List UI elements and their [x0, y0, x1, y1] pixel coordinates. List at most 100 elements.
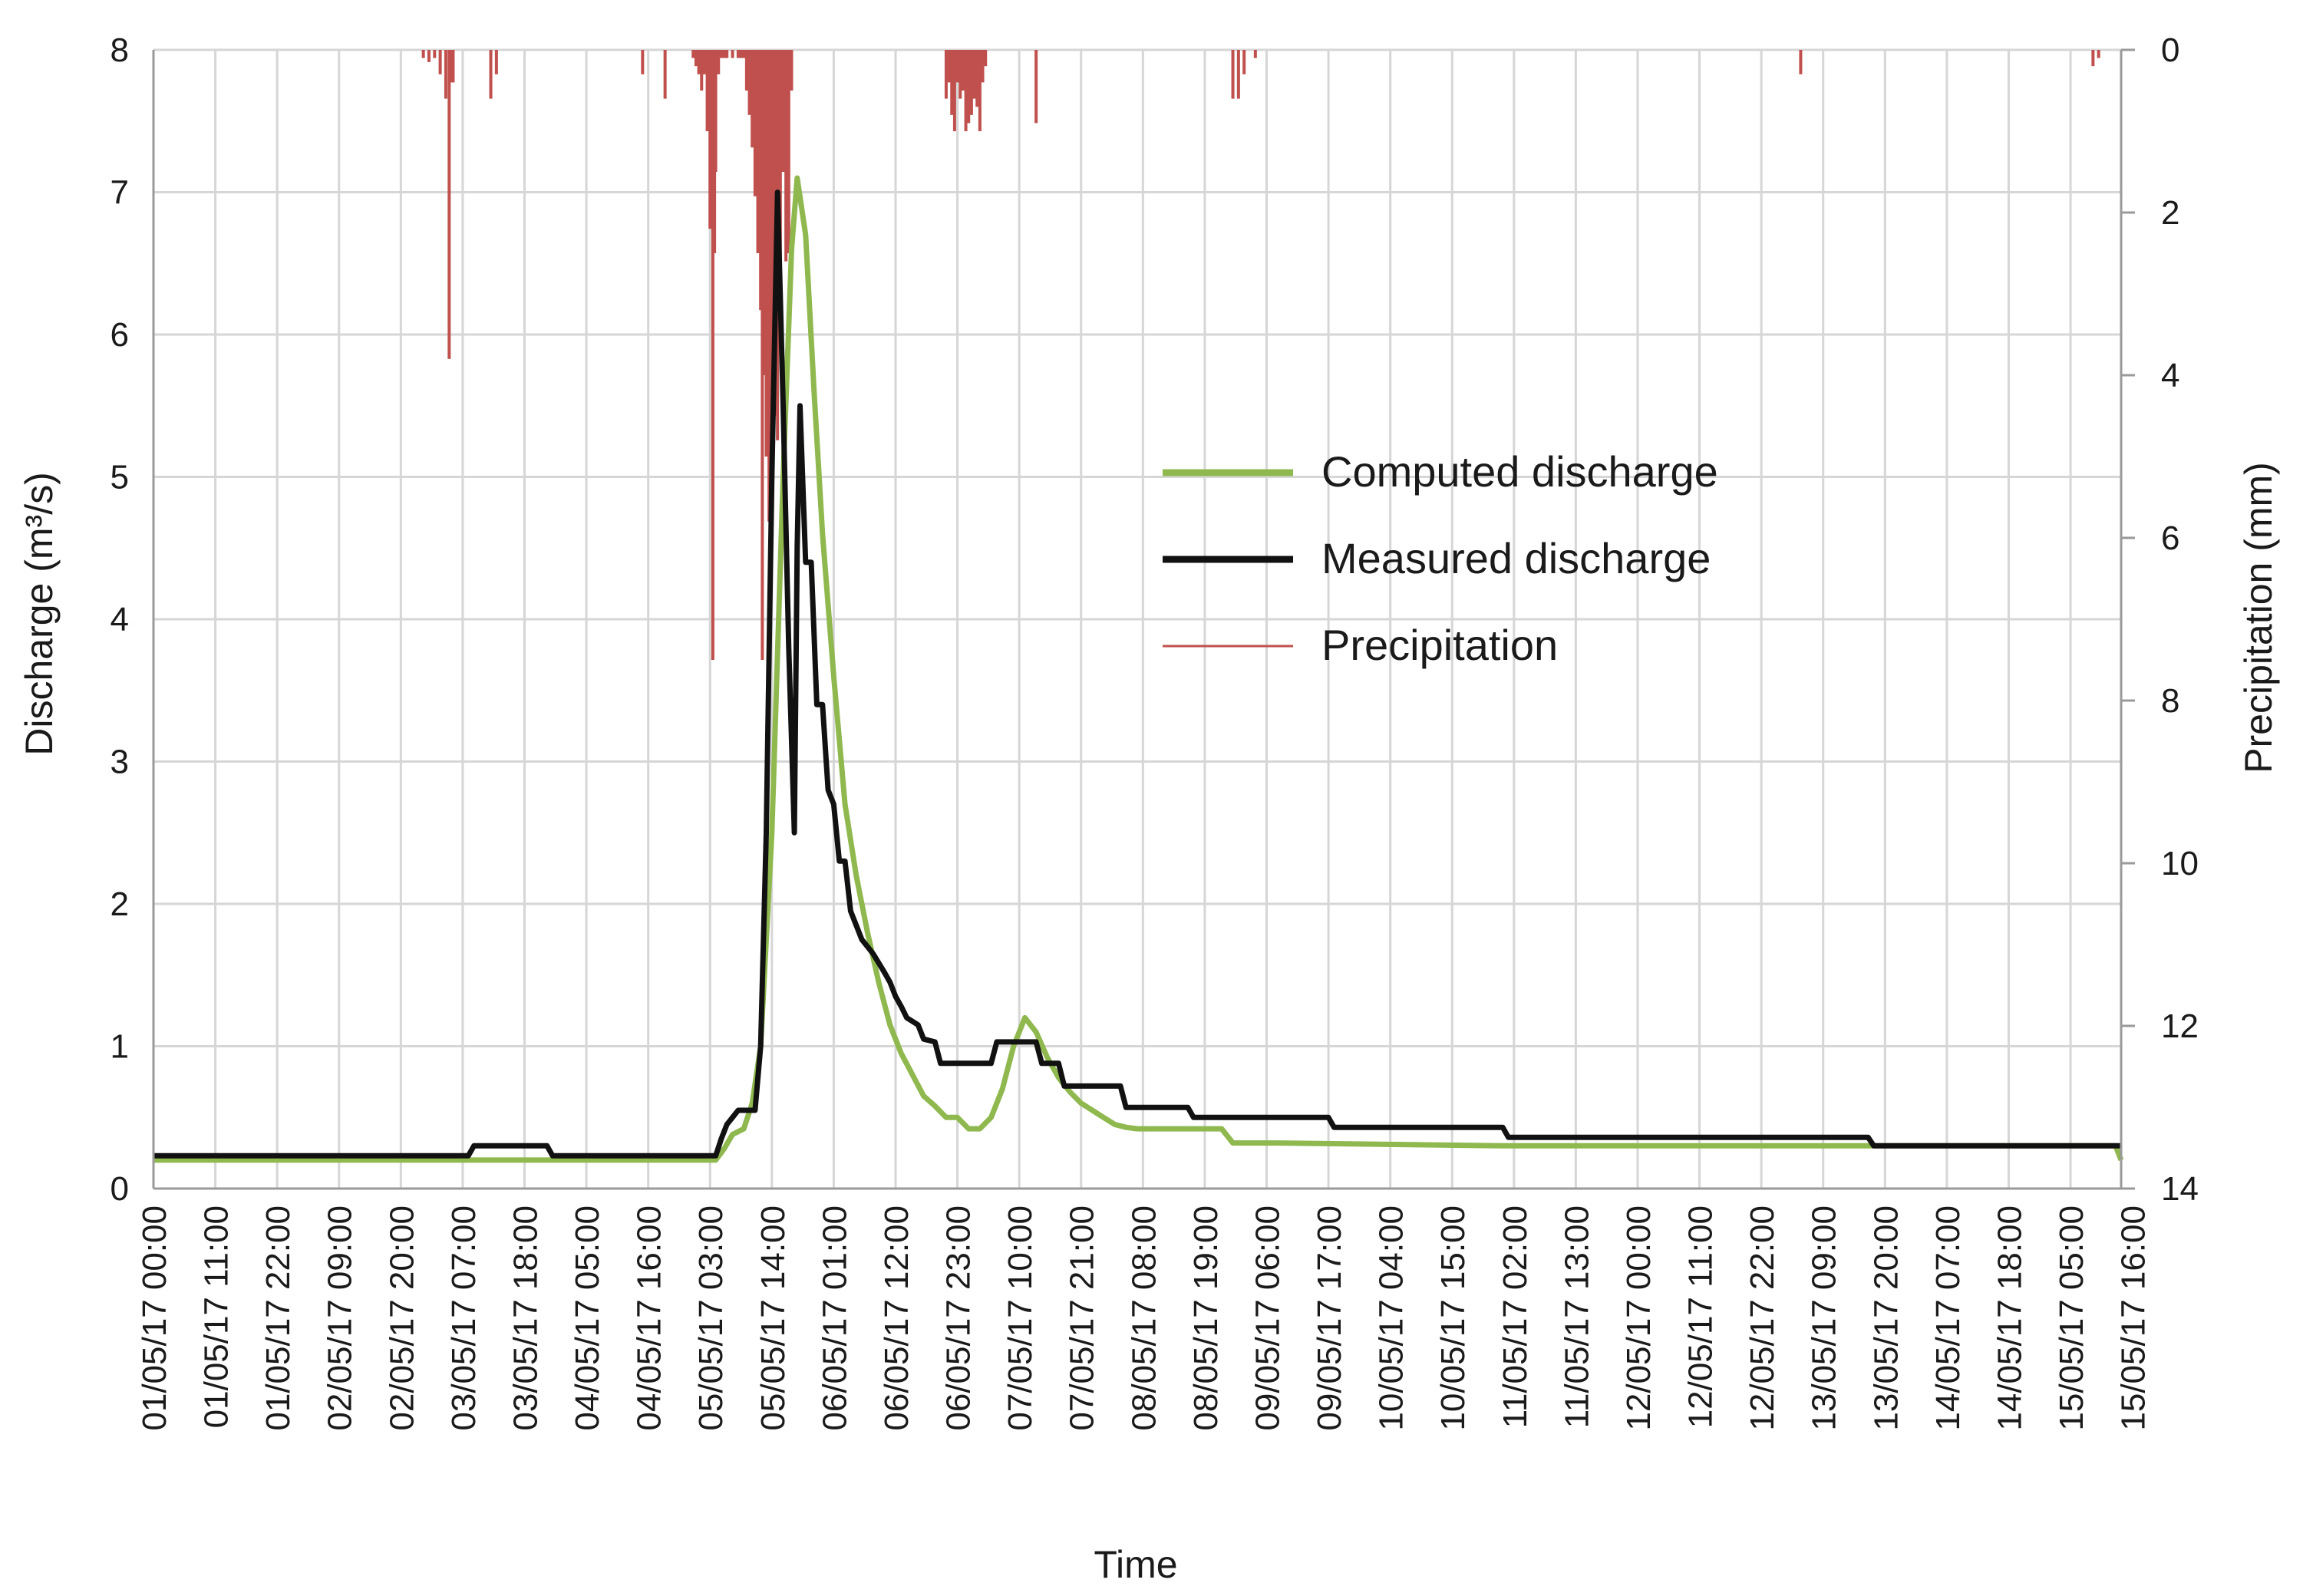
precipitation-bar — [421, 50, 425, 58]
y-left-tick-label: 0 — [111, 1170, 129, 1208]
x-axis-title: Time — [1094, 1543, 1177, 1586]
precipitation-bar — [764, 50, 768, 457]
legend-label-measured: Measured discharge — [1321, 534, 1711, 582]
precipitation-bar — [2091, 50, 2095, 67]
precipitation-bar — [450, 50, 454, 83]
precipitation-bar — [790, 50, 794, 91]
precipitation-bar — [978, 50, 982, 131]
precipitation-bar — [756, 50, 760, 253]
precipitation-bar — [494, 50, 498, 74]
x-tick-label: 01/05/17 11:00 — [198, 1205, 236, 1428]
y-right-tick-label: 6 — [2161, 519, 2179, 557]
precipitation-bar — [964, 50, 968, 131]
y-left-tick-label: 7 — [111, 174, 129, 212]
x-tick-label: 06/05/17 01:00 — [816, 1205, 853, 1431]
x-tick-label: 05/05/17 03:00 — [692, 1205, 730, 1431]
precipitation-bar — [711, 50, 714, 660]
precipitation-bar — [975, 50, 979, 107]
precipitation-bar — [1799, 50, 1803, 74]
x-tick-label: 13/05/17 20:00 — [1867, 1205, 1905, 1431]
precipitation-bar — [952, 50, 956, 131]
x-tick-label: 06/05/17 12:00 — [878, 1205, 916, 1431]
x-tick-label: 14/05/17 18:00 — [1991, 1205, 2028, 1431]
precipitation-bar — [981, 50, 985, 83]
precipitation-bar — [767, 50, 771, 522]
precipitation-bar — [663, 50, 667, 99]
x-tick-label: 04/05/17 05:00 — [569, 1205, 606, 1431]
y-left-tick-label: 2 — [111, 885, 129, 923]
precipitation-bar — [944, 50, 948, 99]
x-tick-label: 03/05/17 07:00 — [445, 1205, 483, 1431]
x-tick-label: 14/05/17 07:00 — [1929, 1205, 1967, 1431]
y-left-tick-label: 4 — [111, 601, 129, 638]
precipitation-bar — [947, 50, 951, 83]
y-right-tick-label: 10 — [2161, 845, 2199, 882]
precipitation-bar — [744, 50, 748, 91]
precipitation-bar — [742, 50, 746, 58]
y-right-tick-label: 2 — [2161, 194, 2179, 232]
x-tick-label: 11/05/17 02:00 — [1496, 1205, 1534, 1428]
y-axis-right-title: Precipitation (mm) — [2237, 462, 2280, 773]
precipitation-bar — [714, 50, 718, 172]
precipitation-bar — [778, 50, 782, 311]
precipitation-bar — [725, 50, 729, 58]
precipitation-bar — [761, 50, 764, 660]
precipitation-bar — [739, 50, 743, 58]
x-tick-label: 12/05/17 22:00 — [1744, 1205, 1781, 1431]
y-left-tick-label: 6 — [111, 316, 129, 354]
precipitation-bar — [433, 50, 437, 58]
precipitation-bar — [731, 50, 734, 58]
precipitation-bar — [751, 50, 754, 148]
x-tick-label: 02/05/17 09:00 — [322, 1205, 359, 1431]
precipitation-bar — [759, 50, 763, 311]
precipitation-bar — [641, 50, 645, 74]
precipitation-bar — [984, 50, 988, 67]
precipitation-bar — [719, 50, 723, 58]
x-tick-label: 10/05/17 04:00 — [1373, 1205, 1411, 1431]
precipitation-bar — [489, 50, 493, 99]
x-tick-label: 10/05/17 15:00 — [1434, 1205, 1472, 1431]
precipitation-bar — [705, 50, 709, 131]
precipitation-bar — [961, 50, 965, 91]
x-tick-label: 01/05/17 22:00 — [259, 1205, 297, 1431]
x-tick-label: 08/05/17 08:00 — [1125, 1205, 1163, 1431]
x-tick-label: 02/05/17 20:00 — [383, 1205, 421, 1431]
x-tick-label: 12/05/17 00:00 — [1620, 1205, 1658, 1431]
x-tick-label: 15/05/17 05:00 — [2053, 1205, 2090, 1431]
x-tick-label: 05/05/17 14:00 — [754, 1205, 792, 1431]
precipitation-bar — [972, 50, 976, 99]
precipitation-bar — [438, 50, 442, 74]
x-tick-label: 09/05/17 17:00 — [1311, 1205, 1348, 1431]
precipitation-bar — [444, 50, 447, 99]
x-tick-label: 07/05/17 10:00 — [1001, 1205, 1039, 1431]
x-tick-label: 09/05/17 06:00 — [1249, 1205, 1286, 1431]
y-axis-left-title: Discharge (m³/s) — [18, 472, 61, 755]
x-tick-label: 11/05/17 13:00 — [1558, 1205, 1595, 1428]
precipitation-bar — [722, 50, 726, 58]
precipitation-bar — [1034, 50, 1038, 124]
precipitation-bar — [770, 50, 774, 506]
precipitation-bar — [753, 50, 757, 196]
y-right-tick-label: 0 — [2161, 31, 2179, 69]
precipitation-bar — [2097, 50, 2100, 58]
x-tick-label: 06/05/17 23:00 — [940, 1205, 978, 1431]
legend-label-computed: Computed discharge — [1321, 447, 1718, 496]
x-tick-label: 04/05/17 16:00 — [631, 1205, 668, 1431]
precipitation-bar — [969, 50, 973, 115]
precipitation-bar — [702, 50, 706, 74]
x-tick-label: 03/05/17 18:00 — [506, 1205, 544, 1431]
precipitation-bar — [781, 50, 785, 172]
measured-discharge-line — [153, 190, 2121, 1159]
y-right-tick-label: 14 — [2161, 1170, 2199, 1208]
y-right-tick-label: 4 — [2161, 357, 2179, 394]
precipitation-bar — [700, 50, 704, 91]
precipitation-bar — [1242, 50, 1246, 74]
precipitation-bar — [762, 50, 766, 375]
y-left-tick-label: 3 — [111, 744, 129, 781]
y-left-tick-label: 5 — [111, 459, 129, 496]
precipitation-bar — [784, 50, 788, 262]
y-right-tick-label: 12 — [2161, 1007, 2199, 1045]
